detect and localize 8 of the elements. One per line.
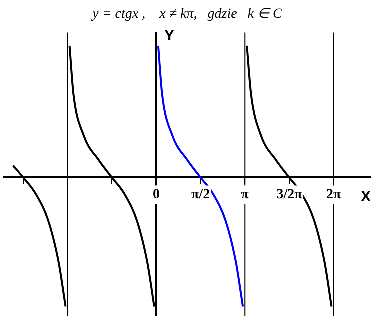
x-tick-label: π/2 xyxy=(192,188,210,203)
x-axis-title: X xyxy=(360,188,371,206)
x-tick-label: 2π xyxy=(326,188,342,203)
x-tick-label: π xyxy=(241,188,250,203)
x-tick-label: 3/2π xyxy=(276,188,303,203)
x-tick-label: 0 xyxy=(152,188,160,203)
y-axis-title: Y xyxy=(164,27,174,44)
chart-title: y = ctgx , x ≠ kπ, gdzie k ∈ C xyxy=(90,7,284,22)
